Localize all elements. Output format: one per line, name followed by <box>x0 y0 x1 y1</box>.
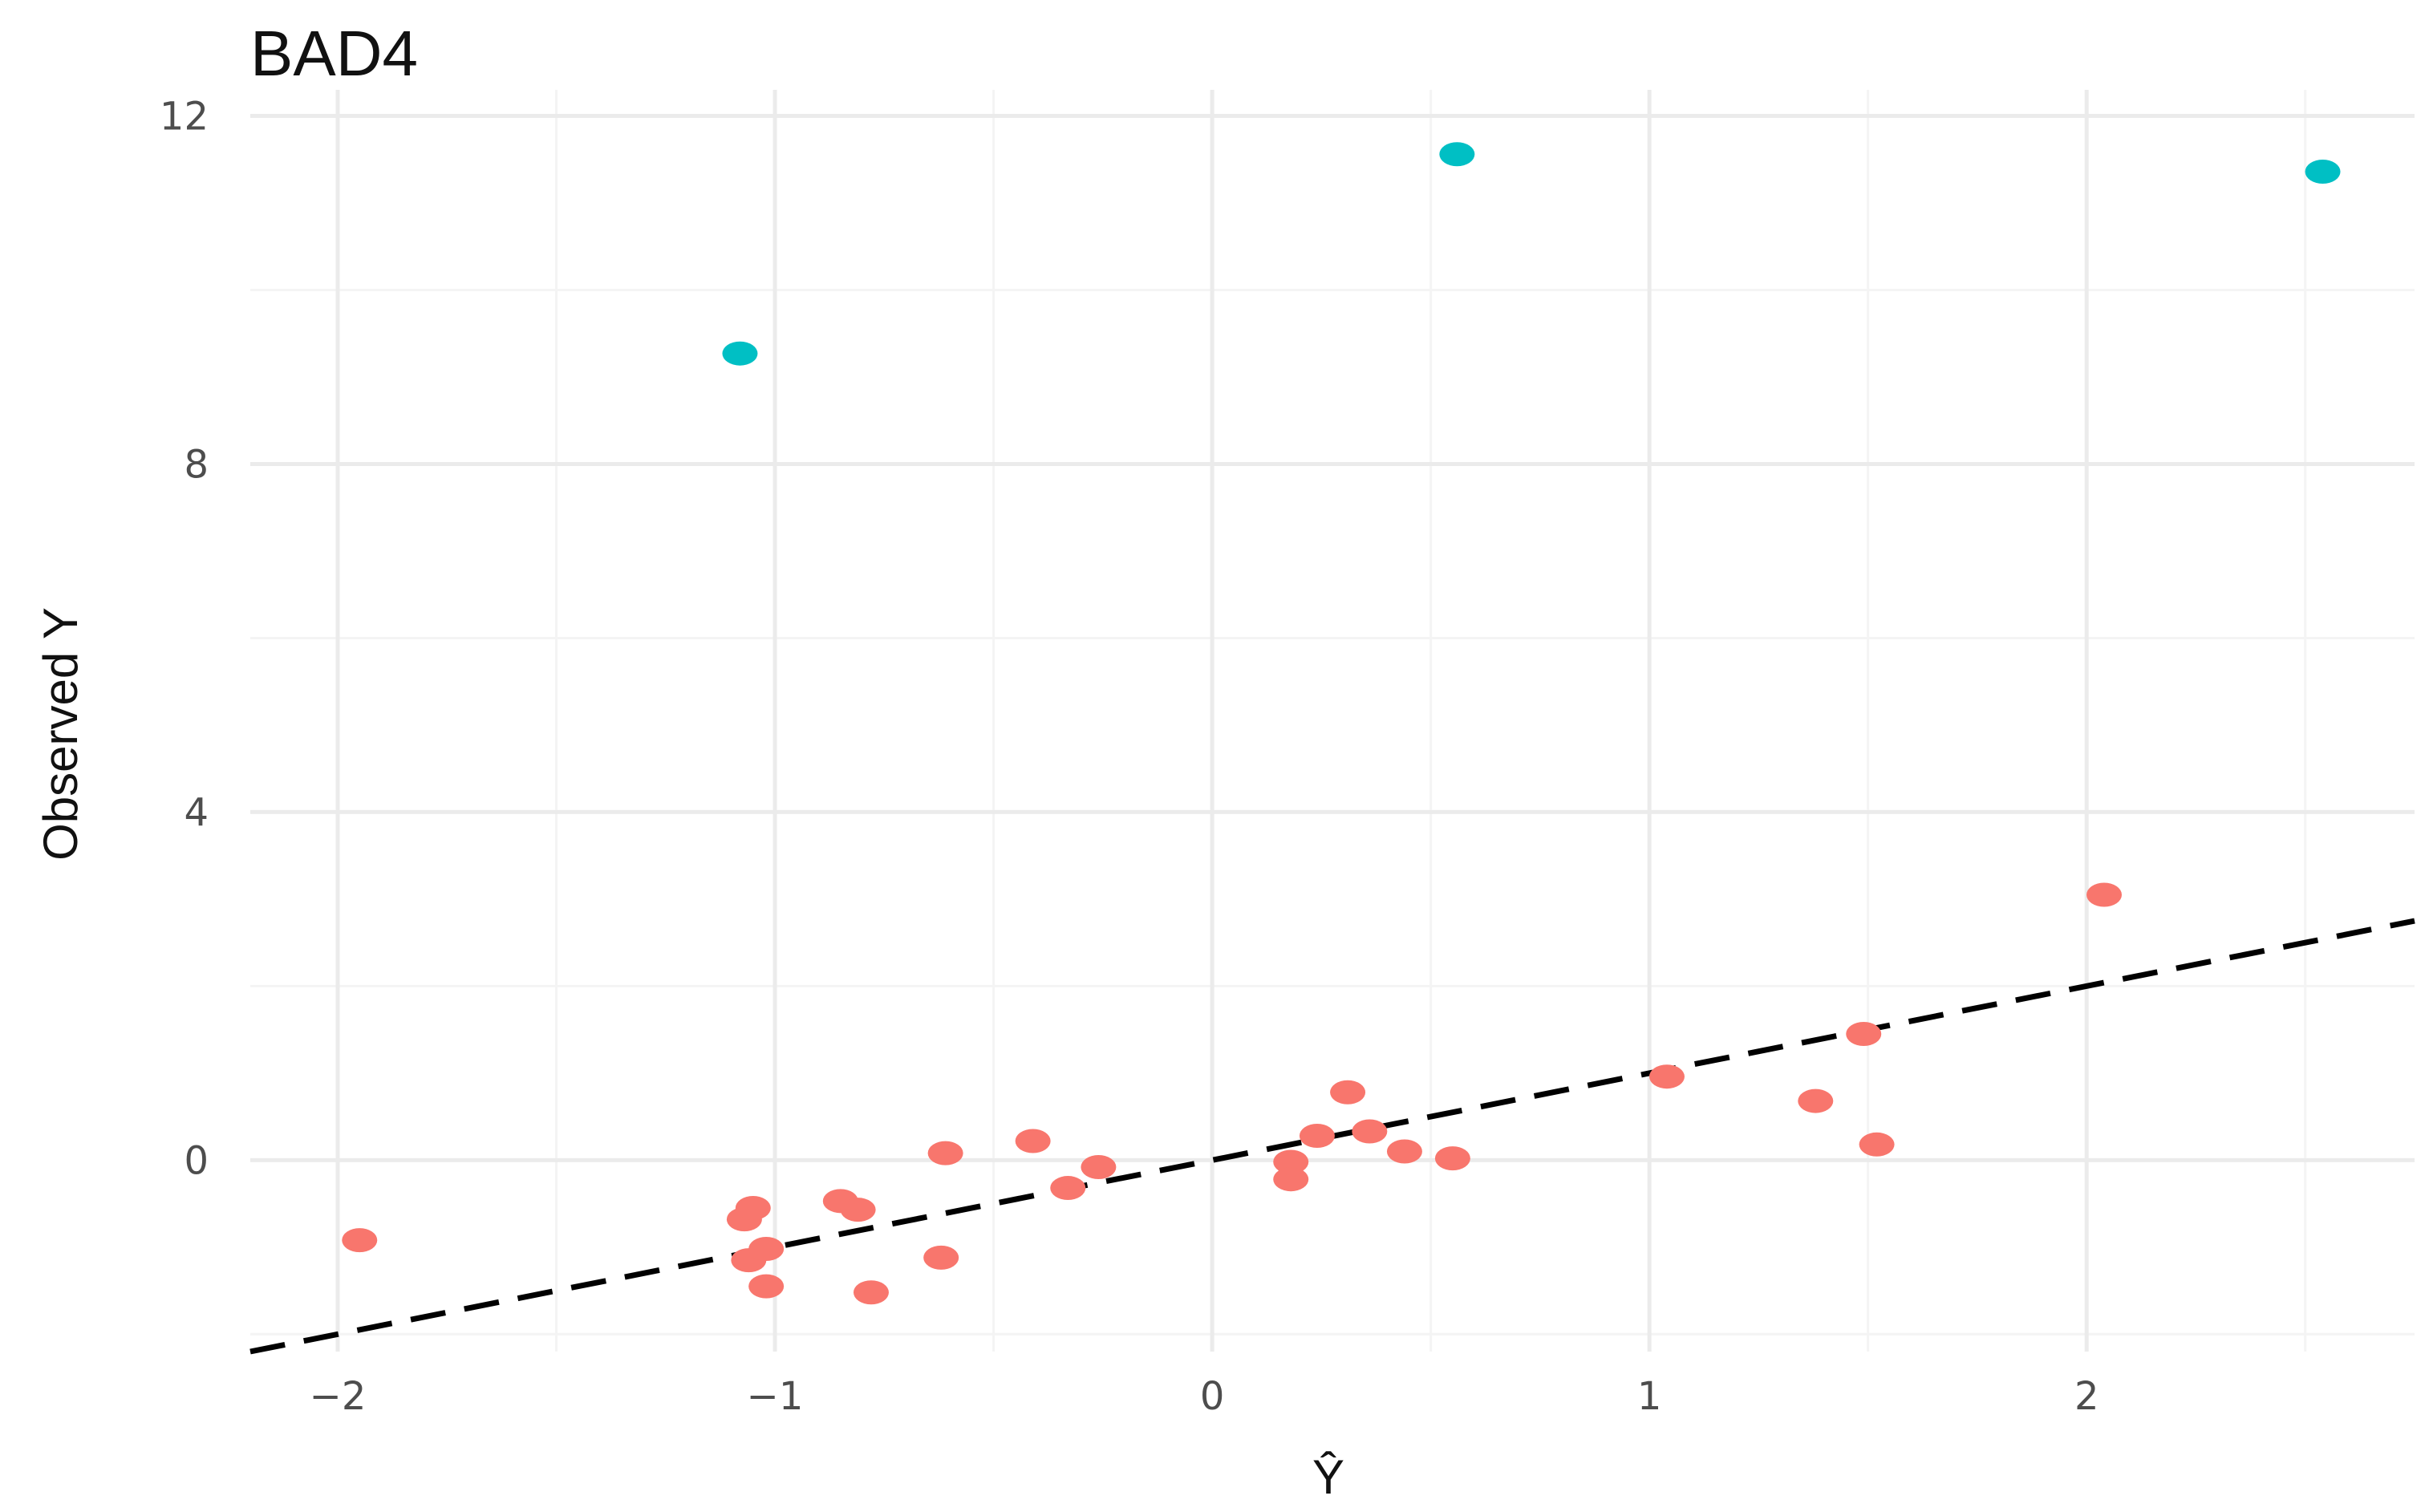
outlier-point <box>722 341 758 366</box>
data-point <box>1299 1123 1335 1148</box>
data-point <box>923 1245 959 1270</box>
data-point <box>2086 882 2123 907</box>
data-points <box>342 142 2341 1305</box>
x-tick-label: 2 <box>2074 1374 2099 1419</box>
outlier-point <box>1439 142 1475 167</box>
x-tick-label: 1 <box>1637 1374 1662 1419</box>
x-tick-label: −1 <box>747 1374 804 1419</box>
outlier-point <box>2305 159 2341 184</box>
grid <box>250 90 2415 1352</box>
data-point <box>1386 1139 1422 1164</box>
data-point <box>1846 1022 1882 1047</box>
y-tick-label: 4 <box>184 790 209 835</box>
y-tick-label: 0 <box>184 1138 209 1183</box>
x-axis-label: Ŷ <box>1312 1450 1344 1504</box>
chart-title: BAD4 <box>250 18 418 89</box>
data-point <box>748 1274 785 1299</box>
x-tick-label: 0 <box>1200 1374 1225 1419</box>
data-point <box>1330 1080 1366 1105</box>
data-point <box>927 1141 963 1165</box>
y-tick-label: 12 <box>160 95 209 140</box>
data-point <box>1081 1155 1117 1180</box>
x-tick-label: −2 <box>310 1374 367 1419</box>
data-point <box>1015 1129 1051 1153</box>
data-point <box>1352 1119 1388 1144</box>
data-point <box>1648 1064 1685 1089</box>
data-point <box>748 1236 785 1261</box>
data-point <box>853 1280 889 1305</box>
data-point <box>1273 1167 1309 1192</box>
data-point <box>1273 1149 1309 1174</box>
data-point <box>1050 1176 1086 1201</box>
y-tick-label: 8 <box>184 442 209 487</box>
data-point <box>735 1196 771 1221</box>
data-point <box>1859 1132 1895 1157</box>
data-point <box>840 1198 876 1222</box>
y-axis-label: Observed Y <box>34 607 87 861</box>
data-point <box>1798 1088 1834 1113</box>
data-point <box>1434 1146 1470 1171</box>
data-point <box>342 1228 378 1253</box>
